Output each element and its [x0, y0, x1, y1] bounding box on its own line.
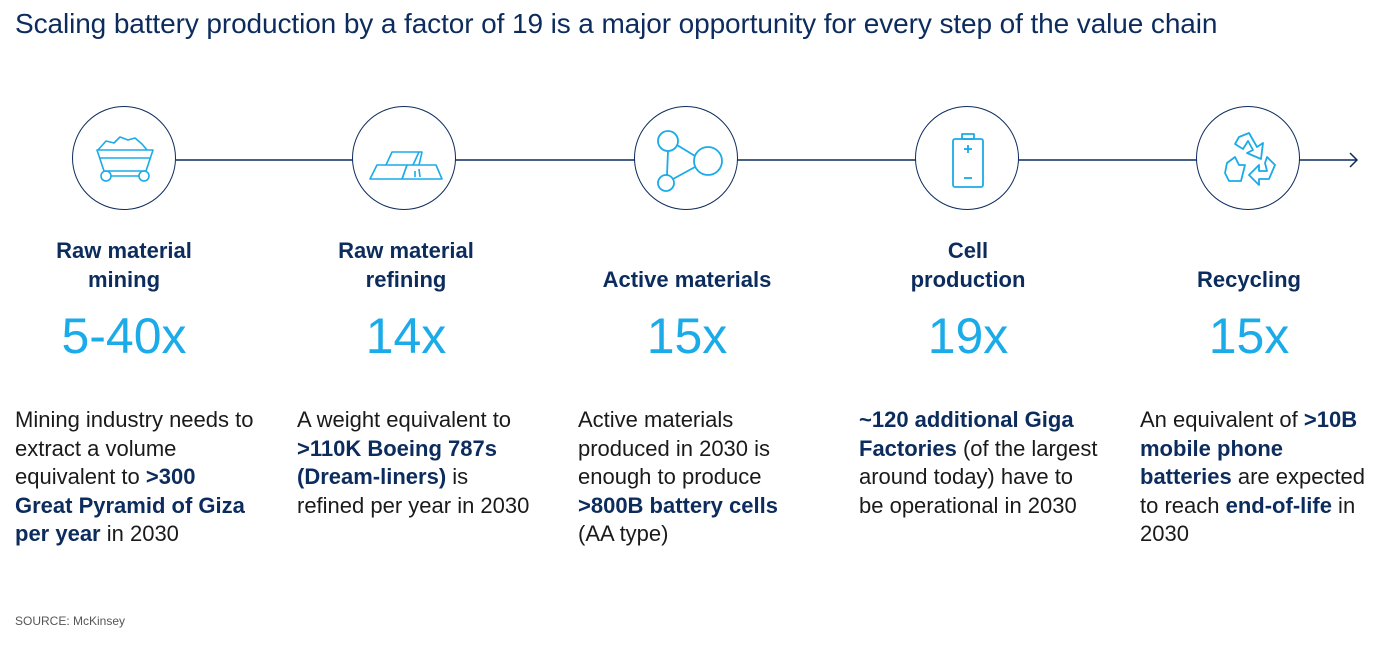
- step-factor: 15x: [1208, 308, 1290, 364]
- step-description: Active materials produced in 2030 is eno…: [578, 407, 778, 547]
- step-heading: Raw material mining: [56, 238, 192, 292]
- step-icon-circle: [915, 106, 1019, 210]
- molecule-icon: [657, 130, 723, 192]
- step-description: An equivalent of >10B mobile phone batte…: [1140, 407, 1366, 547]
- mining-cart-icon: [96, 136, 154, 182]
- step-heading: Raw material refining: [338, 238, 474, 292]
- step-heading: Cell production: [910, 238, 1026, 292]
- step-icon-circle: [72, 106, 176, 210]
- step-recycling: Recycling 15x An equivalent of >10B mobi…: [1129, 0, 1383, 657]
- battery-icon: [952, 133, 984, 188]
- step-cell-production: Cell production 19x ~120 additional Giga …: [848, 0, 1130, 657]
- step-description: ~120 additional Giga Factories (of the l…: [859, 407, 1098, 518]
- step-description: Mining industry needs to extract a volum…: [15, 407, 254, 547]
- step-factor: 5-40x: [61, 308, 187, 364]
- step-raw-material-mining: Raw material mining 5-40x Mining industry…: [4, 0, 286, 657]
- recycling-icon: [1224, 132, 1276, 186]
- step-factor: 15x: [646, 308, 728, 364]
- step-icon-circle: [352, 106, 456, 210]
- step-factor: 14x: [365, 308, 447, 364]
- step-icon-circle: [634, 106, 738, 210]
- step-icon-circle: [1196, 106, 1300, 210]
- metal-ingots-icon: [369, 151, 443, 180]
- step-factor: 19x: [927, 308, 1009, 364]
- step-description: A weight equivalent to >110K Boeing 787s…: [297, 407, 530, 518]
- step-heading: Recycling: [1197, 267, 1301, 292]
- step-active-materials: Active materials 15x Active materials pr…: [567, 0, 849, 657]
- source-note: SOURCE: McKinsey: [15, 614, 126, 628]
- step-heading: Active materials: [602, 267, 772, 292]
- step-raw-material-refining: Raw material refining 14x A weight equiva…: [286, 0, 568, 657]
- page-title: Scaling battery production by a factor o…: [15, 8, 1218, 39]
